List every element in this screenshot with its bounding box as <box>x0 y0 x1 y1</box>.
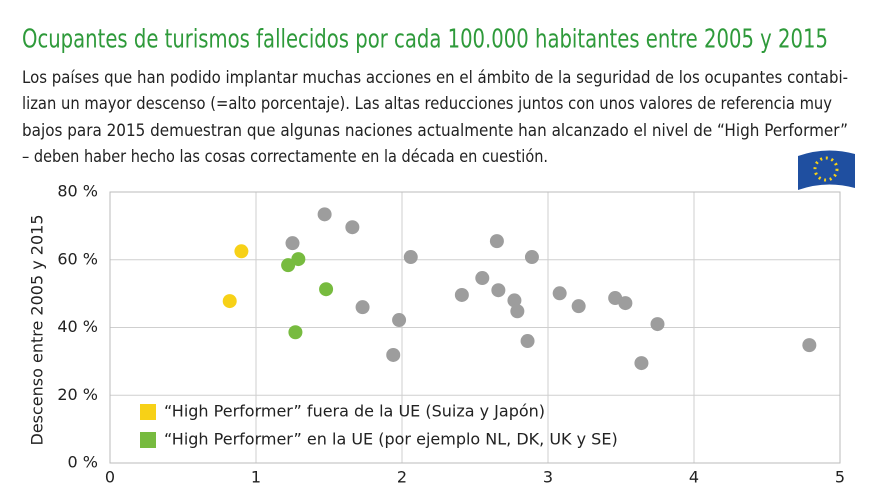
point <box>392 313 407 328</box>
y-tick-label: 60 % <box>57 249 98 268</box>
y-tick-label: 0 % <box>68 453 98 472</box>
y-tick-label: 20 % <box>57 385 98 404</box>
x-tick-label: 4 <box>689 468 699 487</box>
legend-label: “High Performer” en la UE (por ejemplo N… <box>164 430 618 449</box>
y-axis-label: Descenso entre 2005 y 2015 <box>28 215 47 446</box>
point <box>507 293 522 308</box>
legend-swatch <box>140 432 156 448</box>
point <box>489 234 504 249</box>
point <box>520 334 535 349</box>
point <box>285 236 300 251</box>
x-tick-label: 3 <box>543 468 553 487</box>
eu-flag <box>798 150 855 190</box>
body-line: lizan un mayor descenso (=alto porcentaj… <box>22 94 832 114</box>
point <box>650 317 665 332</box>
y-tick-label: 40 % <box>57 317 98 336</box>
x-tick-label: 0 <box>105 468 115 487</box>
point <box>802 338 817 353</box>
point <box>524 250 539 265</box>
legend-label: “High Performer” fuera de la UE (Suiza y… <box>164 402 545 421</box>
point <box>552 286 567 301</box>
point <box>475 271 490 286</box>
plot-frame <box>109 191 841 464</box>
point <box>571 299 586 314</box>
body-line: – deben haber hecho las cosas correctame… <box>22 147 548 167</box>
y-tick-label: 80 % <box>57 182 98 201</box>
point <box>634 356 649 371</box>
body-line: bajos para 2015 demuestran que algunas n… <box>22 121 848 141</box>
x-tick-label: 5 <box>835 468 845 487</box>
point <box>222 294 237 309</box>
point <box>291 252 306 267</box>
point <box>386 347 401 362</box>
body-line: Los países que han podido implantar much… <box>22 68 848 88</box>
point <box>288 325 303 340</box>
x-tick-label: 2 <box>397 468 407 487</box>
point <box>234 244 249 259</box>
point <box>345 220 360 235</box>
point <box>618 296 633 311</box>
chart-title: Ocupantes de turismos fallecidos por cad… <box>22 25 828 55</box>
point <box>510 304 525 319</box>
point <box>355 300 370 315</box>
point <box>317 207 332 222</box>
point <box>491 283 506 298</box>
point <box>403 250 418 265</box>
x-tick-label: 1 <box>251 468 261 487</box>
point <box>319 282 334 297</box>
point <box>281 258 296 273</box>
legend-swatch <box>140 404 156 420</box>
point <box>454 287 469 302</box>
